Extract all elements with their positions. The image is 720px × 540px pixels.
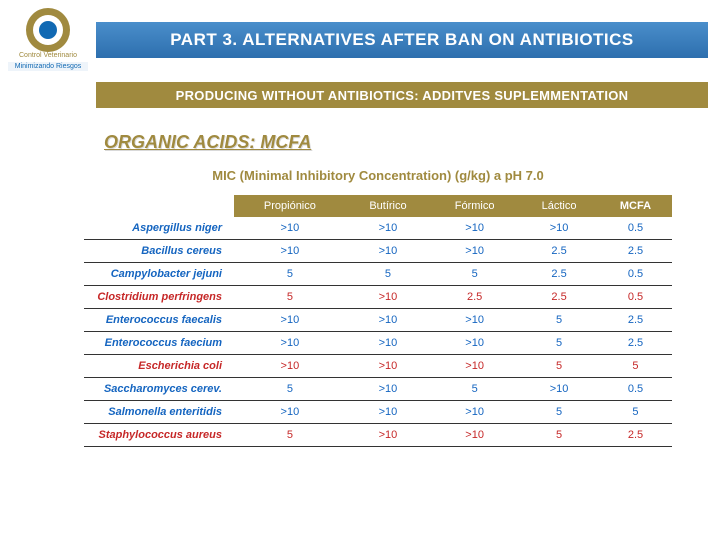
value-cell: >10 [234, 401, 346, 424]
value-cell: >10 [346, 332, 430, 355]
value-cell: 2.5 [519, 286, 599, 309]
value-cell: >10 [430, 240, 519, 263]
value-cell: >10 [346, 378, 430, 401]
table-row: Clostridium perfringens5>102.52.50.5 [84, 286, 672, 309]
value-cell: 0.5 [599, 286, 672, 309]
value-cell: >10 [346, 286, 430, 309]
logo-text-line2: Minimizando Riesgos [8, 62, 88, 71]
value-cell: 5 [430, 378, 519, 401]
value-cell: 2.5 [599, 424, 672, 447]
header-spacer [84, 195, 234, 217]
table-row: Escherichia coli>10>10>1055 [84, 355, 672, 378]
value-cell: 5 [234, 263, 346, 286]
value-cell: >10 [234, 240, 346, 263]
col-header: Fórmico [430, 195, 519, 217]
value-cell: >10 [430, 217, 519, 240]
value-cell: 5 [234, 286, 346, 309]
value-cell: 2.5 [599, 309, 672, 332]
organism-cell: Escherichia coli [84, 355, 234, 378]
value-cell: 5 [346, 263, 430, 286]
organism-cell: Bacillus cereus [84, 240, 234, 263]
value-cell: >10 [430, 424, 519, 447]
col-header: Butírico [346, 195, 430, 217]
brand-logo: Control Veterinario Minimizando Riesgos [8, 8, 88, 78]
page-title: PART 3. ALTERNATIVES AFTER BAN ON ANTIBI… [96, 22, 708, 58]
value-cell: >10 [519, 378, 599, 401]
table-row: Aspergillus niger>10>10>10>100.5 [84, 217, 672, 240]
value-cell: >10 [346, 309, 430, 332]
value-cell: >10 [234, 332, 346, 355]
value-cell: 2.5 [430, 286, 519, 309]
value-cell: 5 [519, 401, 599, 424]
value-cell: 2.5 [519, 263, 599, 286]
value-cell: >10 [346, 355, 430, 378]
value-cell: >10 [346, 424, 430, 447]
value-cell: 0.5 [599, 378, 672, 401]
value-cell: 5 [599, 355, 672, 378]
value-cell: >10 [519, 217, 599, 240]
value-cell: 5 [430, 263, 519, 286]
table-caption: MIC (Minimal Inhibitory Concentration) (… [84, 168, 672, 183]
value-cell: 5 [519, 309, 599, 332]
value-cell: 0.5 [599, 217, 672, 240]
col-header: Propiónico [234, 195, 346, 217]
value-cell: 5 [234, 378, 346, 401]
value-cell: >10 [430, 309, 519, 332]
value-cell: >10 [346, 401, 430, 424]
col-header: Láctico [519, 195, 599, 217]
value-cell: 0.5 [599, 263, 672, 286]
logo-ring-icon [26, 8, 70, 52]
value-cell: >10 [234, 309, 346, 332]
organism-cell: Clostridium perfringens [84, 286, 234, 309]
table-row: Enterococcus faecium>10>10>1052.5 [84, 332, 672, 355]
value-cell: >10 [234, 355, 346, 378]
value-cell: >10 [234, 217, 346, 240]
table-row: Bacillus cereus>10>10>102.52.5 [84, 240, 672, 263]
organism-cell: Enterococcus faecalis [84, 309, 234, 332]
organism-cell: Salmonella enteritidis [84, 401, 234, 424]
value-cell: 5 [519, 332, 599, 355]
organism-cell: Aspergillus niger [84, 217, 234, 240]
mic-table-region: MIC (Minimal Inhibitory Concentration) (… [84, 168, 672, 447]
value-cell: >10 [346, 217, 430, 240]
mic-table: Propiónico Butírico Fórmico Láctico MCFA… [84, 195, 672, 447]
logo-text-line1: Control Veterinario [8, 52, 88, 59]
table-row: Saccharomyces cerev.5>105>100.5 [84, 378, 672, 401]
value-cell: 5 [519, 424, 599, 447]
table-header-row: Propiónico Butírico Fórmico Láctico MCFA [84, 195, 672, 217]
organism-cell: Campylobacter jejuni [84, 263, 234, 286]
organism-cell: Staphylococcus aureus [84, 424, 234, 447]
table-row: Campylobacter jejuni5552.50.5 [84, 263, 672, 286]
table-row: Salmonella enteritidis>10>10>1055 [84, 401, 672, 424]
value-cell: 2.5 [599, 332, 672, 355]
value-cell: >10 [346, 240, 430, 263]
col-header-mcfa: MCFA [599, 195, 672, 217]
value-cell: 5 [519, 355, 599, 378]
value-cell: >10 [430, 355, 519, 378]
value-cell: >10 [430, 401, 519, 424]
table-row: Staphylococcus aureus5>10>1052.5 [84, 424, 672, 447]
value-cell: 2.5 [519, 240, 599, 263]
value-cell: 5 [234, 424, 346, 447]
value-cell: 2.5 [599, 240, 672, 263]
organism-cell: Saccharomyces cerev. [84, 378, 234, 401]
organism-cell: Enterococcus faecium [84, 332, 234, 355]
table-row: Enterococcus faecalis>10>10>1052.5 [84, 309, 672, 332]
page-subtitle: PRODUCING WITHOUT ANTIBIOTICS: ADDITVES … [96, 82, 708, 108]
value-cell: >10 [430, 332, 519, 355]
value-cell: 5 [599, 401, 672, 424]
section-heading: ORGANIC ACIDS: MCFA [104, 132, 311, 153]
